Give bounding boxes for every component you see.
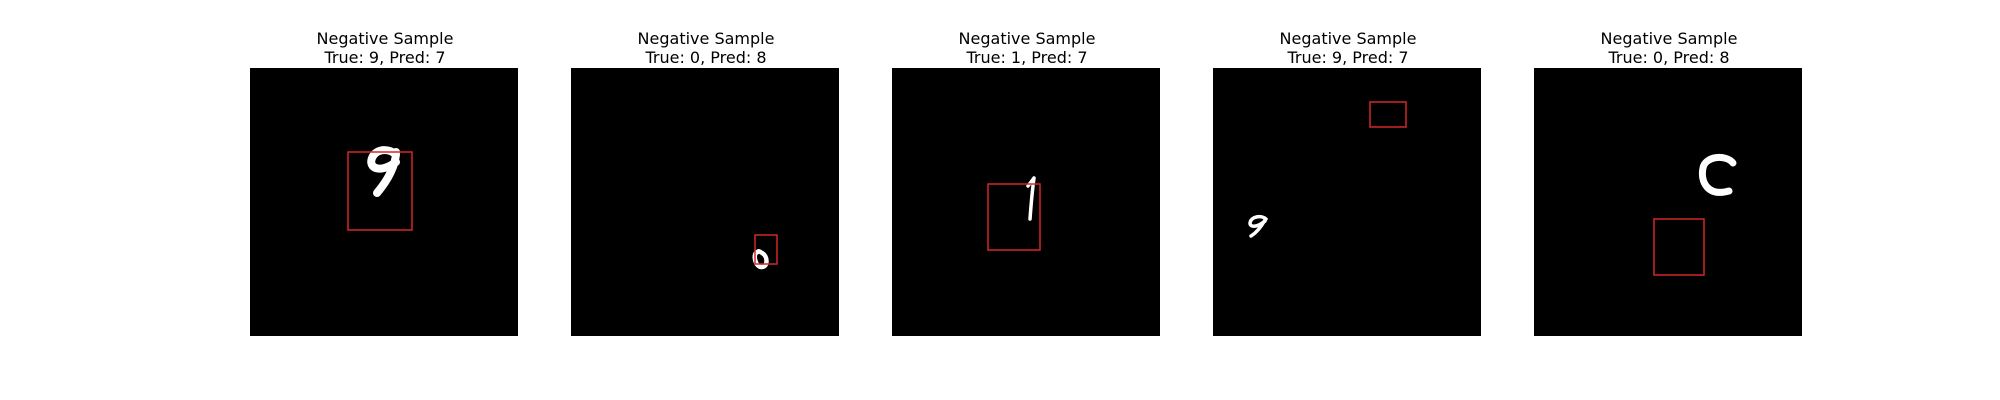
- panel-4-digit-9: [1248, 214, 1268, 238]
- panel-4-image: [1213, 68, 1481, 336]
- panel-5-title-block: Negative Sample True: 0, Pred: 8: [1519, 29, 1819, 67]
- panel-1-title: Negative Sample: [316, 29, 454, 48]
- panel-1-subtitle: True: 9, Pred: 7: [324, 48, 446, 67]
- panel-5-subtitle: True: 0, Pred: 8: [1608, 48, 1730, 67]
- panel-4-bounding-box: [1369, 101, 1407, 128]
- panel-4-subtitle: True: 9, Pred: 7: [1287, 48, 1409, 67]
- panel-3: [892, 68, 1160, 336]
- panel-1-bounding-box: [347, 151, 413, 231]
- panel-5-title: Negative Sample: [1600, 29, 1738, 48]
- panel-1-digit-9: [367, 146, 400, 197]
- panel-2-image: [571, 68, 839, 336]
- panel-2-title-block: Negative Sample True: 0, Pred: 8: [556, 29, 856, 67]
- panel-3-title: Negative Sample: [958, 29, 1096, 48]
- panel-1: [250, 68, 518, 336]
- panel-2: [571, 68, 839, 336]
- panel-4-title: Negative Sample: [1279, 29, 1417, 48]
- panel-5: [1534, 68, 1802, 336]
- panel-4: [1213, 68, 1481, 336]
- panel-4-title-block: Negative Sample True: 9, Pred: 7: [1198, 29, 1498, 67]
- panel-5-bounding-box: [1653, 218, 1705, 276]
- panel-1-title-block: Negative Sample True: 9, Pred: 7: [235, 29, 535, 67]
- panel-2-bounding-box: [754, 234, 778, 265]
- panel-3-bounding-box: [987, 183, 1041, 251]
- panel-1-image: [250, 68, 518, 336]
- panel-2-title: Negative Sample: [637, 29, 775, 48]
- panel-2-subtitle: True: 0, Pred: 8: [645, 48, 767, 67]
- panel-3-image: [892, 68, 1160, 336]
- panel-3-subtitle: True: 1, Pred: 7: [966, 48, 1088, 67]
- panel-3-title-block: Negative Sample True: 1, Pred: 7: [877, 29, 1177, 67]
- panel-5-digit-0: [1698, 153, 1737, 196]
- panel-5-image: [1534, 68, 1802, 336]
